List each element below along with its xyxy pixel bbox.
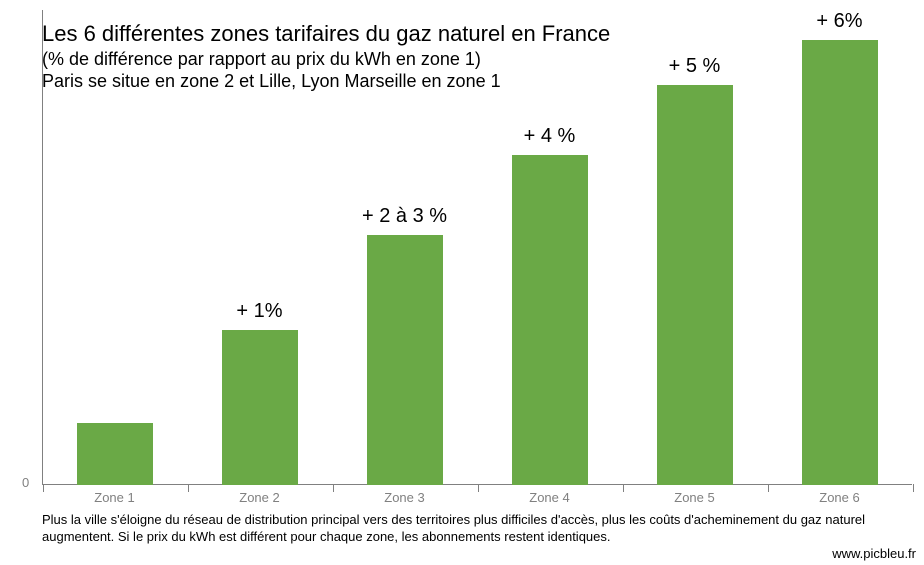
bar-value-label: + 6% — [816, 10, 862, 34]
chart-subtitle-1: (% de différence par rapport au prix du … — [42, 48, 742, 71]
bar-value-label: + 2 à 3 % — [362, 205, 447, 229]
bar — [802, 40, 878, 485]
chart-title-block: Les 6 différentes zones tarifaires du ga… — [42, 20, 742, 93]
x-axis-label: Zone 5 — [622, 490, 767, 505]
bar — [77, 423, 153, 485]
chart-footnote: Plus la ville s'éloigne du réseau de dis… — [42, 512, 912, 546]
x-axis-label: Zone 3 — [332, 490, 477, 505]
x-axis-tick — [913, 484, 914, 492]
bar-slot: + 6% — [767, 10, 912, 485]
chart-source: www.picbleu.fr — [832, 546, 916, 561]
bar-value-label: + 1% — [236, 300, 282, 324]
chart-container: Les 6 différentes zones tarifaires du ga… — [0, 0, 924, 565]
x-axis-label: Zone 1 — [42, 490, 187, 505]
bar-value-label: + 4 % — [524, 125, 576, 149]
chart-title: Les 6 différentes zones tarifaires du ga… — [42, 20, 742, 48]
bar — [657, 85, 733, 485]
bar — [367, 235, 443, 485]
y-axis-zero-label: 0 — [22, 475, 29, 490]
x-axis-label: Zone 2 — [187, 490, 332, 505]
x-axis-label: Zone 4 — [477, 490, 622, 505]
bar — [512, 155, 588, 485]
x-axis-labels: Zone 1Zone 2Zone 3Zone 4Zone 5Zone 6 — [42, 490, 912, 505]
bar — [222, 330, 298, 485]
x-axis-label: Zone 6 — [767, 490, 912, 505]
chart-subtitle-2: Paris se situe en zone 2 et Lille, Lyon … — [42, 70, 742, 93]
